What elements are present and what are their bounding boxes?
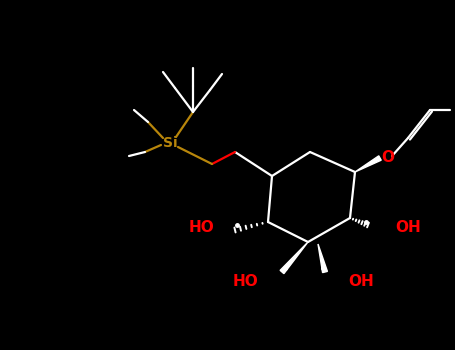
Polygon shape (280, 242, 308, 274)
Text: HO: HO (188, 220, 214, 236)
Polygon shape (355, 156, 381, 172)
Text: OH: OH (395, 220, 421, 236)
Text: HO: HO (232, 274, 258, 289)
Polygon shape (318, 244, 328, 273)
Text: O: O (381, 149, 394, 164)
Text: OH: OH (348, 274, 374, 289)
Text: Si: Si (163, 136, 177, 150)
